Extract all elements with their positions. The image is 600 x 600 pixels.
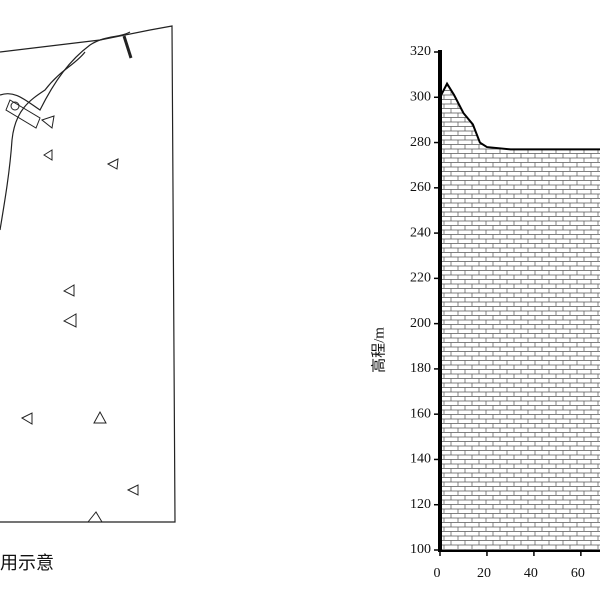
area-fill <box>440 83 600 550</box>
y-tick-label: 180 <box>410 361 431 376</box>
y-tick-label: 140 <box>410 452 431 467</box>
x-tick-label: 0 <box>434 566 441 581</box>
map-sketch <box>0 25 176 523</box>
x-tick-label: 40 <box>524 566 538 581</box>
y-tick-label: 200 <box>410 316 431 331</box>
x-tick-label: 20 <box>477 566 491 581</box>
y-tick-label: 260 <box>410 180 431 195</box>
caption: 用示意 <box>0 553 54 574</box>
y-tick-label: 300 <box>410 89 431 104</box>
y-tick-label: 100 <box>410 542 431 557</box>
y-tick-label: 160 <box>410 406 431 421</box>
x-tick-label: 60 <box>571 566 585 581</box>
profile-line <box>439 81 600 151</box>
y-tick-label: 120 <box>410 497 431 512</box>
y-tick-label: 320 <box>410 44 431 59</box>
y-tick-label: 240 <box>410 225 431 240</box>
y-tick-label: 280 <box>410 135 431 150</box>
y-axis-label: 高程/m <box>370 327 387 373</box>
y-tick-label: 220 <box>410 271 431 286</box>
